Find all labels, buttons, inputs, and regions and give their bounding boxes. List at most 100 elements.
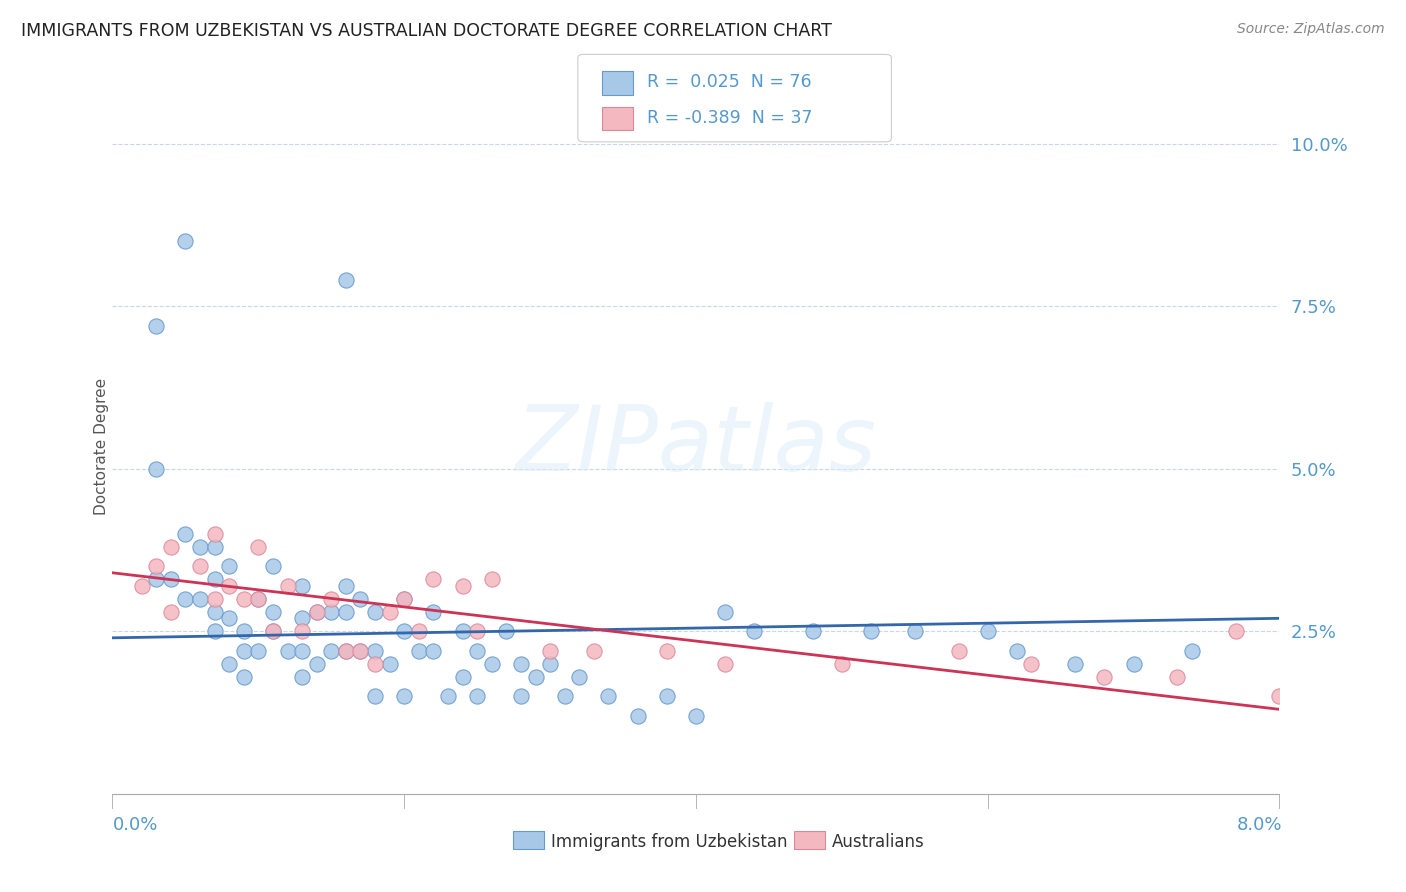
Text: R =  0.025  N = 76: R = 0.025 N = 76 xyxy=(647,73,811,91)
Point xyxy=(160,572,183,586)
Point xyxy=(204,540,226,554)
Point xyxy=(321,605,343,619)
Point xyxy=(218,657,240,671)
Point xyxy=(451,624,474,639)
Point xyxy=(714,657,737,671)
Point xyxy=(335,605,357,619)
Point xyxy=(831,657,853,671)
Point xyxy=(247,540,270,554)
Point xyxy=(174,526,197,541)
Point xyxy=(349,591,371,606)
Point xyxy=(204,605,226,619)
Point xyxy=(349,644,371,658)
Point xyxy=(976,624,998,639)
Text: R = -0.389  N = 37: R = -0.389 N = 37 xyxy=(647,109,813,127)
Point xyxy=(408,624,430,639)
Point xyxy=(392,624,416,639)
Point xyxy=(568,670,591,684)
Point xyxy=(188,591,211,606)
Point xyxy=(1181,644,1204,658)
Point xyxy=(218,559,240,574)
Text: Australians: Australians xyxy=(832,833,925,851)
Point xyxy=(262,559,284,574)
Point xyxy=(335,644,357,658)
Point xyxy=(408,644,430,658)
Point xyxy=(364,657,387,671)
Point xyxy=(291,670,314,684)
Point xyxy=(145,318,167,333)
Point xyxy=(378,657,401,671)
Point xyxy=(598,690,620,704)
Point xyxy=(509,690,531,704)
Point xyxy=(422,605,444,619)
Point xyxy=(626,709,648,723)
Text: Source: ZipAtlas.com: Source: ZipAtlas.com xyxy=(1237,22,1385,37)
Point xyxy=(655,690,678,704)
Point xyxy=(276,644,298,658)
Text: Immigrants from Uzbekistan: Immigrants from Uzbekistan xyxy=(551,833,787,851)
Point xyxy=(262,605,284,619)
Point xyxy=(174,234,197,248)
Point xyxy=(160,605,183,619)
Point xyxy=(392,591,416,606)
Text: 8.0%: 8.0% xyxy=(1237,816,1282,834)
Point xyxy=(204,624,226,639)
Point xyxy=(509,657,531,671)
Point xyxy=(655,644,678,658)
Point xyxy=(1094,670,1116,684)
Point xyxy=(145,559,167,574)
Point xyxy=(321,591,343,606)
Point xyxy=(335,644,357,658)
Point xyxy=(131,579,153,593)
Point xyxy=(145,572,167,586)
Point xyxy=(276,579,298,593)
Point xyxy=(262,624,284,639)
Point xyxy=(218,579,240,593)
Point xyxy=(364,690,387,704)
Point xyxy=(422,644,444,658)
Point xyxy=(481,657,503,671)
Point xyxy=(1225,624,1247,639)
Point xyxy=(247,591,270,606)
Y-axis label: Doctorate Degree: Doctorate Degree xyxy=(94,377,108,515)
Point xyxy=(204,591,226,606)
Point xyxy=(1005,644,1028,658)
Point xyxy=(247,591,270,606)
Point xyxy=(554,690,576,704)
Point xyxy=(232,644,254,658)
Point xyxy=(291,624,314,639)
Point xyxy=(1122,657,1144,671)
Point xyxy=(364,644,387,658)
Point xyxy=(1268,690,1291,704)
Point xyxy=(378,605,401,619)
Point xyxy=(291,644,314,658)
Point xyxy=(904,624,927,639)
Point xyxy=(160,540,183,554)
Point xyxy=(801,624,824,639)
Point xyxy=(291,579,314,593)
Point xyxy=(188,540,211,554)
Point xyxy=(305,605,328,619)
Point xyxy=(291,611,314,625)
Text: ZIPatlas: ZIPatlas xyxy=(516,402,876,490)
Point xyxy=(335,579,357,593)
Point xyxy=(204,572,226,586)
Point xyxy=(1064,657,1087,671)
Point xyxy=(465,644,488,658)
Point xyxy=(349,644,371,658)
Point xyxy=(204,526,226,541)
Point xyxy=(232,670,254,684)
Point xyxy=(1021,657,1043,671)
Point xyxy=(437,690,460,704)
Point xyxy=(714,605,737,619)
Point xyxy=(582,644,605,658)
Point xyxy=(247,644,270,658)
Point xyxy=(305,605,328,619)
Point xyxy=(481,572,503,586)
Point xyxy=(305,657,328,671)
Point xyxy=(742,624,765,639)
Text: IMMIGRANTS FROM UZBEKISTAN VS AUSTRALIAN DOCTORATE DEGREE CORRELATION CHART: IMMIGRANTS FROM UZBEKISTAN VS AUSTRALIAN… xyxy=(21,22,832,40)
Point xyxy=(145,462,167,476)
Point xyxy=(495,624,517,639)
Point xyxy=(174,591,197,606)
